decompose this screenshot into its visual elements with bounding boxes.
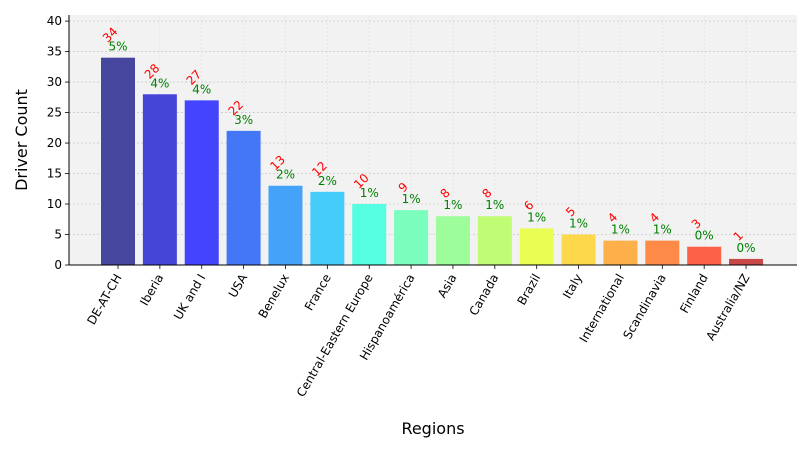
bar-8	[435, 216, 470, 265]
x-tick-label-14: Finland	[677, 272, 711, 316]
bar-13	[645, 240, 680, 265]
percent-label-6: 1%	[360, 186, 379, 200]
x-tick-label-13: Scandinavia	[620, 272, 669, 342]
percent-label-15: 0%	[737, 241, 756, 255]
bar-3	[226, 130, 261, 265]
x-tick-label-12: International	[577, 272, 627, 345]
bar-6	[352, 204, 387, 265]
bar-11	[561, 234, 596, 265]
percent-label-12: 1%	[611, 223, 630, 237]
bar-1	[142, 94, 177, 265]
percent-label-7: 1%	[402, 192, 421, 206]
x-tick-label-10: Brazil	[514, 272, 543, 308]
x-tick-label-15: Australia/NZ	[703, 272, 752, 343]
y-tick-label: 15	[47, 167, 62, 181]
x-tick-label-3: USA	[226, 271, 251, 300]
percent-label-2: 4%	[192, 82, 211, 96]
bar-7	[394, 210, 429, 265]
percent-label-0: 5%	[108, 40, 127, 54]
axes	[68, 15, 797, 266]
bar-10	[519, 228, 554, 265]
y-tick-label: 0	[54, 258, 62, 272]
x-tick-label-9: Canada	[466, 272, 501, 319]
y-tick-label: 35	[47, 45, 62, 59]
bar-15	[729, 258, 764, 265]
y-tick-label: 30	[47, 75, 62, 89]
y-axis-ticks: 0 5 10 15 20 25 30 35 40	[47, 14, 69, 272]
plot-background	[69, 15, 797, 265]
y-tick-label: 40	[47, 14, 62, 28]
percent-label-8: 1%	[443, 198, 462, 212]
percent-labels: 5% 4% 4% 3% 2% 2% 1% 1% 1% 1% 1% 1% 1% 1% 0% 0%	[108, 40, 755, 255]
percent-label-9: 1%	[485, 198, 504, 212]
x-tick-label-0: DE-AT-CH	[84, 272, 124, 328]
percent-label-3: 3%	[234, 113, 253, 127]
bar-4	[268, 185, 303, 265]
bars	[101, 57, 764, 266]
percent-label-14: 0%	[695, 229, 714, 243]
y-tick-label: 10	[47, 197, 62, 211]
y-tick-label: 25	[47, 106, 62, 120]
percent-label-5: 2%	[318, 174, 337, 188]
y-tick-label: 5	[54, 228, 62, 242]
y-tick-label: 20	[47, 136, 62, 150]
percent-label-11: 1%	[569, 217, 588, 231]
x-tick-label-8: Asia	[435, 272, 460, 301]
percent-label-10: 1%	[527, 210, 546, 224]
bar-5	[310, 191, 345, 265]
x-axis-title: Regions	[401, 419, 464, 438]
x-tick-label-4: Benelux	[256, 272, 292, 321]
x-tick-label-2: UK and I	[171, 272, 208, 323]
x-tick-label-6: Central-Eastern Europe	[294, 272, 376, 400]
x-tick-label-11: Italy	[560, 272, 585, 302]
y-axis-title: Driver Count	[12, 89, 31, 191]
x-axis-ticks: DE-AT-CH Iberia UK and I USA Benelux FranceCe…	[84, 265, 753, 400]
bar-9	[477, 216, 512, 265]
x-tick-label-1: Iberia	[137, 272, 166, 309]
bar-2	[184, 100, 219, 266]
percent-label-4: 2%	[276, 168, 295, 182]
bar-14	[687, 246, 722, 265]
x-tick-label-5: France	[302, 272, 334, 314]
bar-12	[603, 240, 638, 265]
percent-label-13: 1%	[653, 223, 672, 237]
bar-0	[101, 57, 135, 266]
percent-label-1: 4%	[150, 76, 169, 90]
